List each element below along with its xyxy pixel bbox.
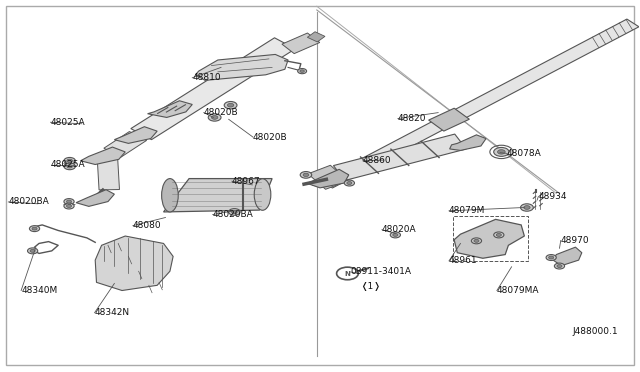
Text: 48080: 48080 (133, 221, 161, 230)
Polygon shape (307, 169, 349, 188)
Polygon shape (76, 190, 115, 206)
Circle shape (393, 234, 398, 236)
Polygon shape (81, 147, 125, 164)
Circle shape (224, 102, 237, 109)
Circle shape (227, 103, 234, 107)
Bar (453, 217, 528, 261)
Text: 48025A: 48025A (51, 160, 85, 169)
Circle shape (29, 226, 40, 232)
Text: 48020BA: 48020BA (8, 198, 49, 206)
Circle shape (497, 150, 505, 154)
Text: 48970: 48970 (561, 236, 589, 245)
Text: 48820: 48820 (398, 114, 426, 123)
Circle shape (67, 159, 72, 163)
Circle shape (390, 232, 401, 238)
Circle shape (303, 173, 309, 177)
Text: 48020B: 48020B (253, 132, 287, 142)
Circle shape (493, 147, 509, 156)
Polygon shape (104, 132, 147, 157)
Polygon shape (282, 33, 320, 54)
Circle shape (557, 264, 562, 267)
Circle shape (211, 116, 218, 119)
Polygon shape (450, 135, 486, 150)
Polygon shape (429, 108, 469, 131)
Text: 48934: 48934 (538, 192, 567, 201)
Polygon shape (454, 219, 524, 258)
Polygon shape (115, 127, 157, 143)
Text: 48020B: 48020B (204, 108, 238, 117)
Circle shape (298, 68, 307, 74)
Text: 48020A: 48020A (382, 225, 417, 234)
Polygon shape (307, 32, 325, 42)
Circle shape (228, 209, 240, 215)
Circle shape (208, 114, 221, 121)
Circle shape (67, 200, 72, 203)
Text: 48079M: 48079M (449, 206, 485, 215)
Circle shape (337, 267, 358, 280)
Circle shape (474, 239, 479, 242)
Text: 48025A: 48025A (51, 118, 85, 127)
Text: 48342N: 48342N (95, 308, 130, 317)
Circle shape (471, 238, 481, 244)
Text: J488000.1: J488000.1 (572, 327, 618, 336)
Text: 48810: 48810 (192, 73, 221, 82)
Text: 48020BA: 48020BA (212, 210, 253, 219)
Text: 48860: 48860 (363, 156, 392, 165)
Circle shape (524, 206, 530, 209)
Circle shape (64, 163, 76, 170)
Text: 48967: 48967 (232, 177, 260, 186)
Polygon shape (95, 236, 173, 291)
Circle shape (496, 234, 501, 236)
Polygon shape (312, 172, 349, 187)
Circle shape (347, 182, 352, 185)
Text: 48078A: 48078A (506, 149, 541, 158)
Polygon shape (164, 179, 272, 212)
Text: 48079MA: 48079MA (497, 286, 540, 295)
Ellipse shape (254, 179, 271, 210)
Polygon shape (195, 54, 288, 80)
Circle shape (554, 263, 564, 269)
Polygon shape (553, 247, 582, 266)
Circle shape (548, 256, 554, 259)
Circle shape (493, 232, 504, 238)
Circle shape (67, 165, 72, 168)
Circle shape (28, 248, 38, 254)
Circle shape (64, 157, 76, 164)
Polygon shape (148, 101, 192, 118)
Ellipse shape (162, 179, 178, 212)
Text: 48340M: 48340M (21, 286, 58, 295)
Circle shape (64, 203, 74, 209)
Circle shape (300, 70, 305, 73)
Polygon shape (333, 134, 466, 180)
Text: 48961: 48961 (449, 256, 477, 265)
Polygon shape (308, 165, 348, 189)
Text: 08911-3401A: 08911-3401A (351, 267, 412, 276)
Polygon shape (131, 38, 295, 140)
Circle shape (546, 254, 556, 260)
Circle shape (344, 180, 355, 186)
Circle shape (232, 210, 237, 214)
Circle shape (64, 199, 74, 205)
Circle shape (32, 227, 37, 230)
Circle shape (300, 171, 312, 178)
Circle shape (67, 205, 72, 208)
Circle shape (30, 249, 35, 252)
Polygon shape (321, 19, 639, 188)
Text: N: N (344, 271, 350, 277)
Circle shape (520, 204, 533, 211)
Text: ❬1❭: ❬1❭ (360, 282, 381, 291)
Polygon shape (97, 156, 120, 190)
